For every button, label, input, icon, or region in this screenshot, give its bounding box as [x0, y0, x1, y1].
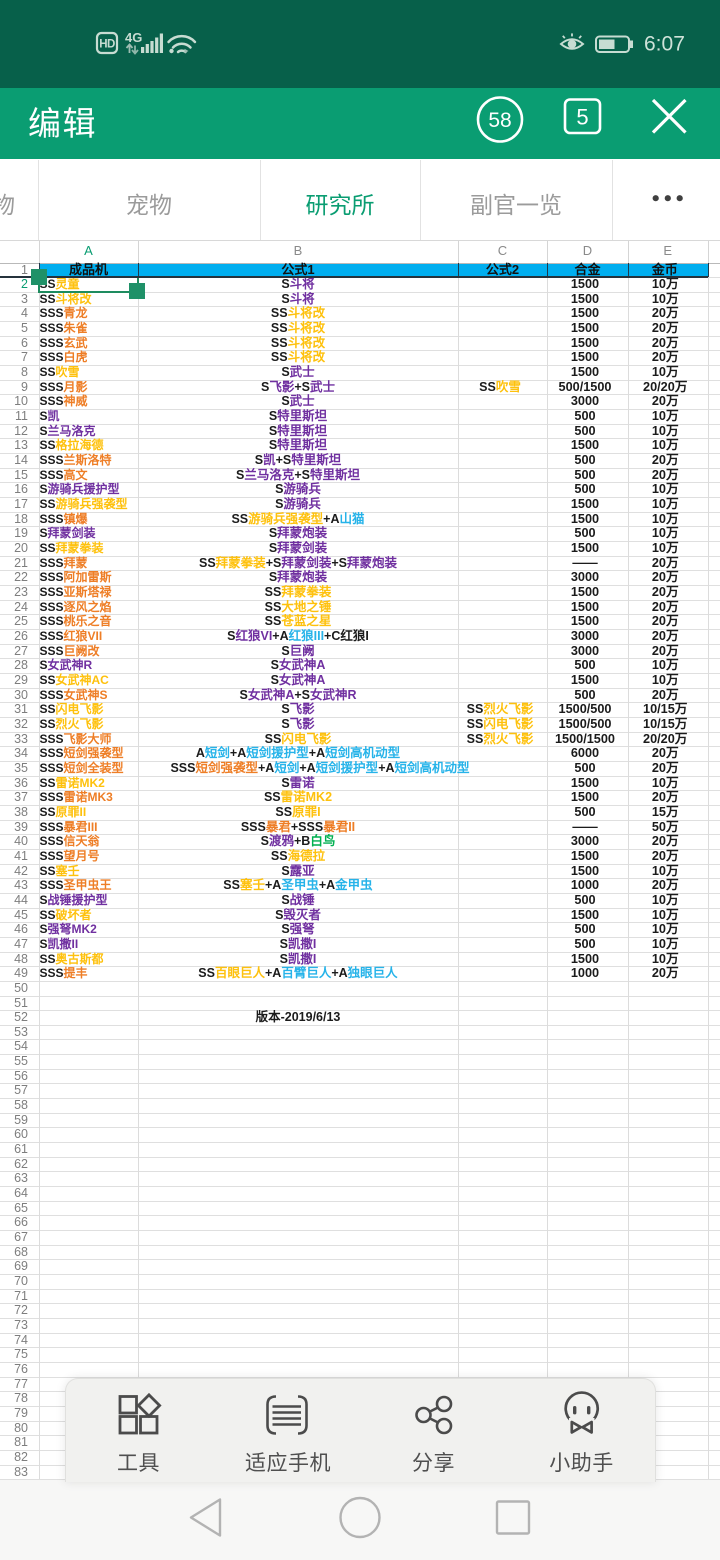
svg-text:HD: HD	[99, 39, 115, 51]
svg-text:5: 5	[576, 105, 588, 130]
svg-text:58: 58	[488, 109, 511, 132]
svg-text:6:07: 6:07	[644, 33, 685, 56]
svg-text:4G: 4G	[125, 30, 142, 45]
